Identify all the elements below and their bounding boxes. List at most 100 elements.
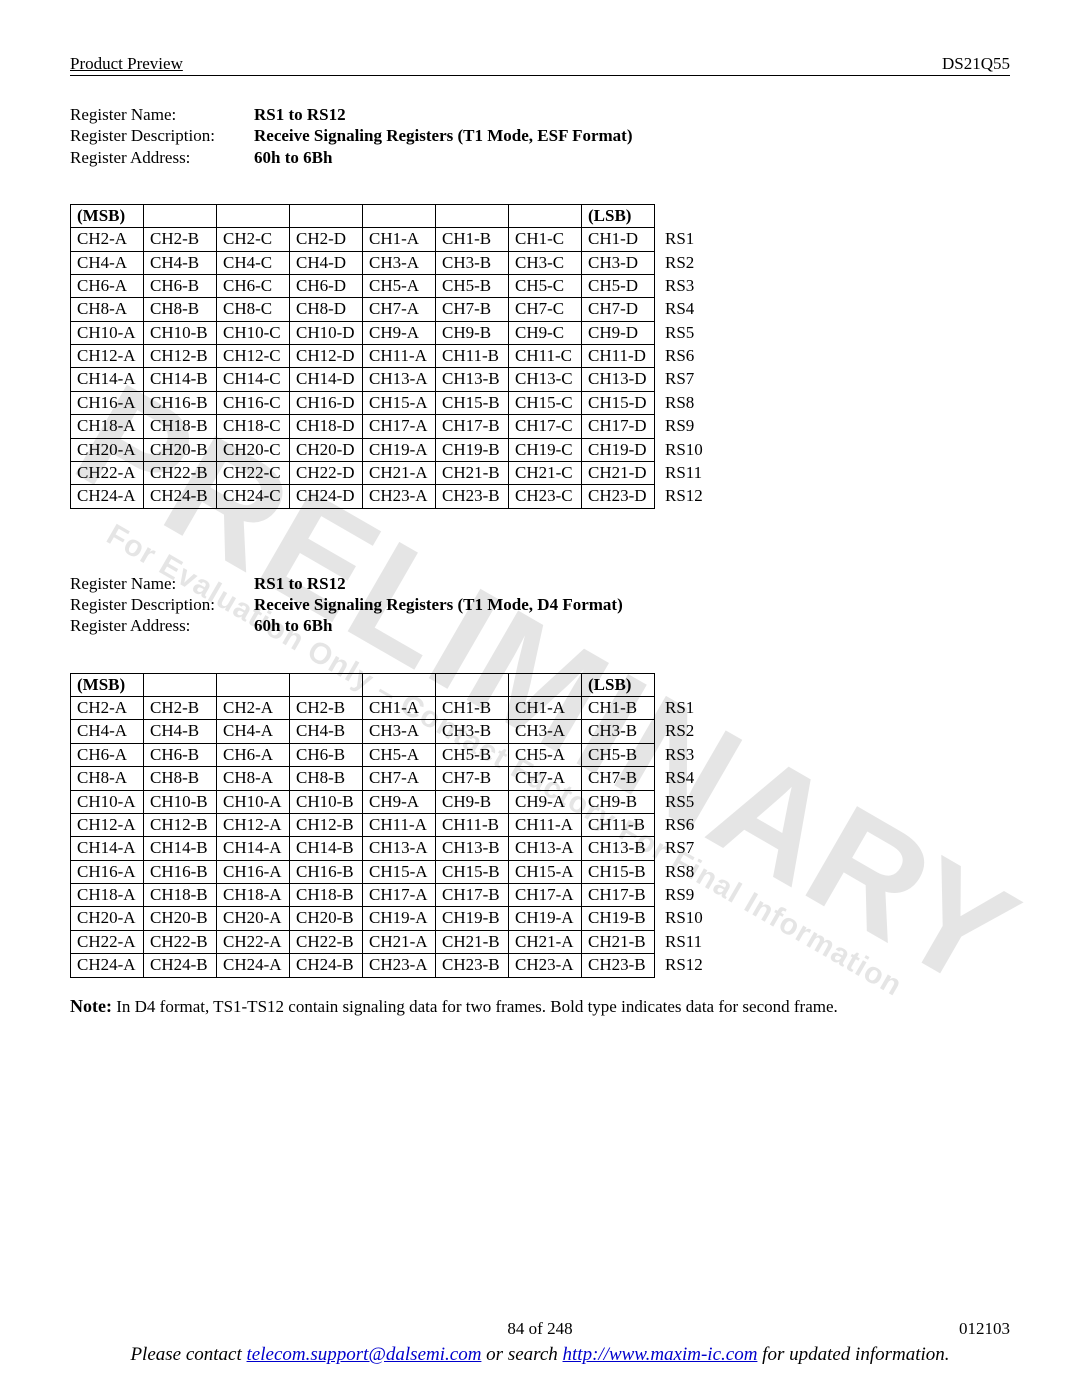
table-cell: CH7-A	[509, 767, 582, 790]
table-cell: CH19-B	[582, 907, 655, 930]
table-cell: CH7-A	[363, 767, 436, 790]
row-label: RS8	[655, 860, 732, 883]
table-cell: CH24-A	[71, 485, 144, 508]
table-cell: CH10-B	[144, 321, 217, 344]
table-cell: CH2-C	[217, 228, 290, 251]
section2-desc: Receive Signaling Registers (T1 Mode, D4…	[254, 594, 623, 615]
row-label: RS2	[655, 251, 732, 274]
table-cell: CH13-A	[363, 368, 436, 391]
table-cell: CH4-B	[290, 720, 363, 743]
note-label: Note:	[70, 996, 112, 1016]
row-label: RS5	[655, 790, 732, 813]
table-cell: CH17-B	[436, 415, 509, 438]
table-cell: CH6-D	[290, 274, 363, 297]
table-cell: CH15-A	[363, 391, 436, 414]
table-cell: CH1-D	[582, 228, 655, 251]
table-cell: CH24-D	[290, 485, 363, 508]
table-row: CH10-ACH10-BCH10-ACH10-BCH9-ACH9-BCH9-AC…	[71, 790, 732, 813]
header-cell	[436, 673, 509, 696]
table-cell: CH10-B	[144, 790, 217, 813]
doc-number: 012103	[890, 1319, 1010, 1339]
row-label: RS11	[655, 462, 732, 485]
row-label: RS12	[655, 954, 732, 977]
table-cell: CH13-A	[509, 837, 582, 860]
table-cell: CH17-D	[582, 415, 655, 438]
table-cell: CH12-A	[217, 813, 290, 836]
table-cell: CH17-B	[436, 884, 509, 907]
table-cell: CH5-B	[582, 743, 655, 766]
header-left: Product Preview	[70, 54, 183, 74]
row-label: RS1	[655, 696, 732, 719]
header-cell	[363, 204, 436, 227]
table-cell: CH5-B	[436, 274, 509, 297]
table-cell: CH23-B	[582, 954, 655, 977]
table-cell: CH21-D	[582, 462, 655, 485]
table-cell: CH6-C	[217, 274, 290, 297]
table-cell: CH14-A	[217, 837, 290, 860]
table-cell: CH5-A	[509, 743, 582, 766]
table-cell: CH22-B	[144, 462, 217, 485]
table-cell: CH2-D	[290, 228, 363, 251]
table-row: CH14-ACH14-BCH14-CCH14-DCH13-ACH13-BCH13…	[71, 368, 732, 391]
table-cell: CH1-C	[509, 228, 582, 251]
section2-name: RS1 to RS12	[254, 573, 346, 594]
header-cell: (MSB)	[71, 673, 144, 696]
table-cell: CH3-D	[582, 251, 655, 274]
contact-url-link[interactable]: http://www.maxim-ic.com	[563, 1344, 758, 1365]
table-row: CH6-ACH6-BCH6-ACH6-BCH5-ACH5-BCH5-ACH5-B…	[71, 743, 732, 766]
table-cell: CH21-C	[509, 462, 582, 485]
table-cell: CH4-C	[217, 251, 290, 274]
table-cell: CH17-A	[363, 415, 436, 438]
row-label: RS4	[655, 767, 732, 790]
contact-post: for updated information.	[757, 1344, 949, 1365]
table-cell: CH1-A	[363, 696, 436, 719]
table-cell: CH11-D	[582, 345, 655, 368]
table-cell: CH18-A	[71, 415, 144, 438]
table-cell: CH11-A	[363, 345, 436, 368]
table-cell: CH2-B	[144, 228, 217, 251]
table-cell: CH21-B	[436, 462, 509, 485]
contact-email-link[interactable]: telecom.support@dalsemi.com	[247, 1344, 482, 1365]
table-cell: CH16-A	[217, 860, 290, 883]
table-row: CH16-ACH16-BCH16-CCH16-DCH15-ACH15-BCH15…	[71, 391, 732, 414]
table-cell: CH6-A	[71, 743, 144, 766]
meta-label-addr: Register Address:	[70, 147, 254, 168]
table-cell: CH19-A	[363, 438, 436, 461]
table-cell: CH1-A	[509, 696, 582, 719]
table-cell: CH5-C	[509, 274, 582, 297]
header-cell	[363, 673, 436, 696]
table-cell: CH22-B	[144, 930, 217, 953]
table-cell: CH1-A	[363, 228, 436, 251]
table-cell: CH4-B	[144, 720, 217, 743]
table-cell: CH23-A	[363, 954, 436, 977]
table-cell: CH19-A	[509, 907, 582, 930]
table-cell: CH10-A	[71, 321, 144, 344]
page-footer: 84 of 248 012103 Please contact telecom.…	[0, 1319, 1080, 1367]
table-cell: CH16-A	[71, 860, 144, 883]
table-cell: CH4-A	[71, 251, 144, 274]
table-cell: CH15-B	[436, 391, 509, 414]
table-cell: CH5-A	[363, 274, 436, 297]
note-text: In D4 format, TS1-TS12 contain signaling…	[112, 997, 838, 1016]
table-cell: CH23-A	[363, 485, 436, 508]
table-cell: CH2-B	[290, 696, 363, 719]
table-row: CH20-ACH20-BCH20-CCH20-DCH19-ACH19-BCH19…	[71, 438, 732, 461]
table-cell: CH16-B	[144, 391, 217, 414]
meta-label-name: Register Name:	[70, 573, 254, 594]
table-cell: CH6-B	[144, 743, 217, 766]
header-cell	[509, 204, 582, 227]
table-cell: CH20-D	[290, 438, 363, 461]
table-cell: CH12-B	[290, 813, 363, 836]
note: Note: In D4 format, TS1-TS12 contain sig…	[70, 996, 1010, 1017]
table-cell: CH17-B	[582, 884, 655, 907]
register-table-d4: (MSB)(LSB)CH2-ACH2-BCH2-ACH2-BCH1-ACH1-B…	[70, 673, 732, 978]
table-row: CH12-ACH12-BCH12-ACH12-BCH11-ACH11-BCH11…	[71, 813, 732, 836]
table-cell: CH9-D	[582, 321, 655, 344]
row-label: RS11	[655, 930, 732, 953]
table-cell: CH15-A	[363, 860, 436, 883]
header-cell	[217, 204, 290, 227]
table-cell: CH13-B	[436, 837, 509, 860]
table-cell: CH11-C	[509, 345, 582, 368]
table-cell: CH9-A	[509, 790, 582, 813]
table-cell: CH16-D	[290, 391, 363, 414]
